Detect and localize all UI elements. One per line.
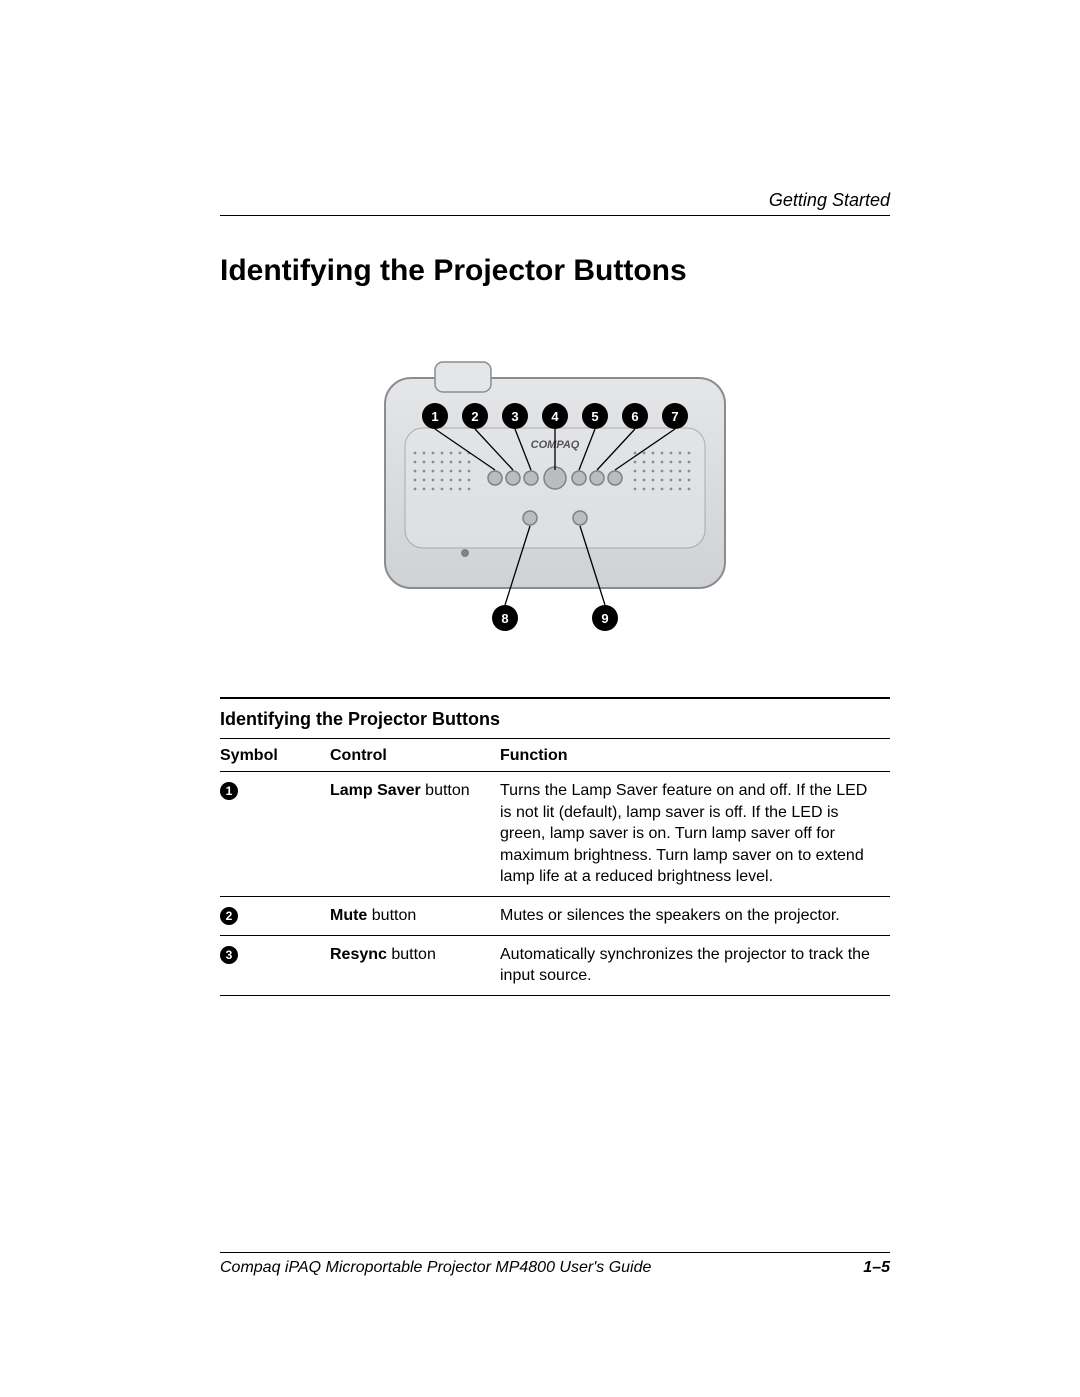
- svg-text:6: 6: [631, 409, 638, 424]
- col-symbol: Symbol: [220, 739, 330, 772]
- table-row: 3 Resync buttonAutomatically synchronizes…: [220, 935, 890, 995]
- svg-text:2: 2: [471, 409, 478, 424]
- control-cell: Resync button: [330, 935, 500, 995]
- symbol-badge: 1: [220, 782, 238, 800]
- control-cell: Mute button: [330, 896, 500, 935]
- table-row: 2 Mute buttonMutes or silences the speake…: [220, 896, 890, 935]
- svg-text:5: 5: [591, 409, 598, 424]
- footer-guide: Compaq iPAQ Microportable Projector MP48…: [220, 1259, 651, 1277]
- function-cell: Mutes or silences the speakers on the pr…: [500, 896, 890, 935]
- section-header: Getting Started: [220, 190, 890, 211]
- svg-text:7: 7: [671, 409, 678, 424]
- function-cell: Turns the Lamp Saver feature on and off.…: [500, 772, 890, 897]
- svg-text:1: 1: [431, 409, 438, 424]
- col-control: Control: [330, 739, 500, 772]
- footer-page: 1–5: [863, 1259, 890, 1277]
- svg-text:4: 4: [551, 409, 559, 424]
- footer-rule: [220, 1252, 890, 1253]
- buttons-table: Symbol Control Function 1 Lamp Saver butt…: [220, 739, 890, 996]
- svg-text:9: 9: [601, 611, 608, 626]
- table-title: Identifying the Projector Buttons: [220, 697, 890, 739]
- header-rule: [220, 215, 890, 216]
- col-function: Function: [500, 739, 890, 772]
- table-body: 1 Lamp Saver buttonTurns the Lamp Saver f…: [220, 772, 890, 996]
- control-cell: Lamp Saver button: [330, 772, 500, 897]
- table-row: 1 Lamp Saver buttonTurns the Lamp Saver f…: [220, 772, 890, 897]
- page-footer: Compaq iPAQ Microportable Projector MP48…: [220, 1252, 890, 1277]
- symbol-badge: 2: [220, 907, 238, 925]
- svg-text:8: 8: [501, 611, 508, 626]
- projector-illustration: COMPAQ123456789: [220, 318, 890, 663]
- symbol-badge: 3: [220, 946, 238, 964]
- page-title: Identifying the Projector Buttons: [220, 254, 890, 288]
- svg-text:3: 3: [511, 409, 518, 424]
- function-cell: Automatically synchronizes the projector…: [500, 935, 890, 995]
